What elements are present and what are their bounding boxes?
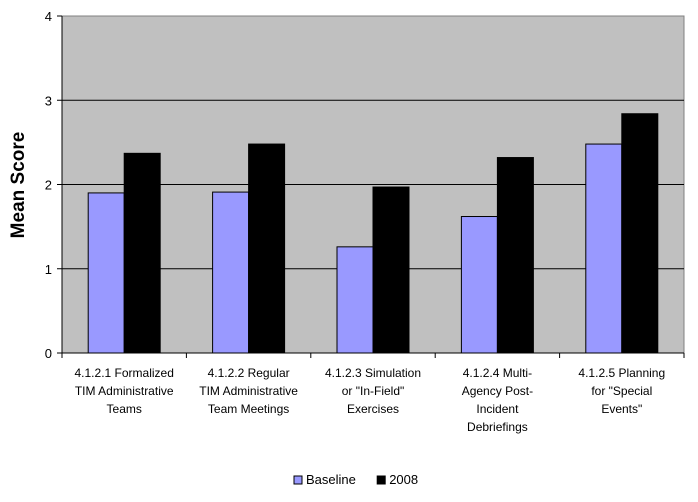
x-category-label: 4.1.2.4 Multi- Agency Post- Incident Debrie…: [462, 366, 533, 434]
x-category-label-line: TIM Administrative: [199, 384, 298, 398]
x-category-label-line: or "In-Field": [342, 384, 405, 398]
bar-2008: [248, 143, 286, 354]
y-tick-label: 2: [45, 178, 52, 193]
axes: [57, 15, 685, 358]
x-category-label: 4.1.2.5 Planning for "Special Events": [578, 366, 665, 416]
x-category-label-line: Teams: [107, 402, 142, 416]
x-category-label-line: 4.1.2.3 Simulation: [325, 366, 421, 380]
y-axis-label: Mean Score: [8, 132, 29, 239]
x-category-label-line: Incident: [476, 402, 519, 416]
bar-2008: [372, 186, 410, 354]
bar-baseline: [585, 143, 623, 354]
bar-baseline: [460, 216, 498, 354]
legend-label: 2008: [389, 472, 418, 487]
bar-2008: [123, 152, 161, 354]
y-tick-labels: 0 1 2 3 4: [45, 9, 52, 361]
x-category-label-line: for "Special: [591, 384, 652, 398]
y-tick-label: 4: [45, 9, 52, 24]
x-category-label-line: TIM Administrative: [75, 384, 174, 398]
x-category-label-line: Events": [601, 402, 642, 416]
legend-label: Baseline: [306, 472, 356, 487]
bar-baseline: [212, 191, 250, 354]
bar-baseline: [336, 246, 374, 354]
y-tick-label: 0: [45, 346, 52, 361]
bar-2008: [621, 113, 659, 354]
x-category-label-line: Agency Post-: [462, 384, 533, 398]
bar-baseline: [87, 192, 125, 354]
x-category-label-line: Team Meetings: [208, 402, 289, 416]
x-category-label: 4.1.2.3 Simulation or "In-Field" Exercises: [325, 366, 421, 416]
bar-2008: [496, 157, 534, 354]
legend-swatch: [293, 475, 303, 485]
x-category-label-line: 4.1.2.2 Regular: [208, 366, 290, 380]
legend: Baseline 2008: [293, 472, 418, 487]
x-category-label: 4.1.2.2 Regular TIM Administrative Team Me…: [199, 366, 298, 416]
x-category-label-line: 4.1.2.1 Formalized: [75, 366, 174, 380]
x-category-label-line: Exercises: [347, 402, 399, 416]
x-category-label: 4.1.2.1 Formalized TIM Administrative Team…: [75, 366, 174, 416]
y-tick-label: 3: [45, 93, 52, 108]
bars: [87, 113, 659, 354]
y-tick-label: 1: [45, 262, 52, 277]
legend-swatch: [376, 475, 386, 485]
x-category-label-line: 4.1.2.4 Multi-: [463, 366, 532, 380]
x-category-label-line: Debriefings: [467, 420, 528, 434]
x-category-label-line: 4.1.2.5 Planning: [578, 366, 665, 380]
x-category-labels: 4.1.2.1 Formalized TIM Administrative Team…: [75, 366, 666, 434]
